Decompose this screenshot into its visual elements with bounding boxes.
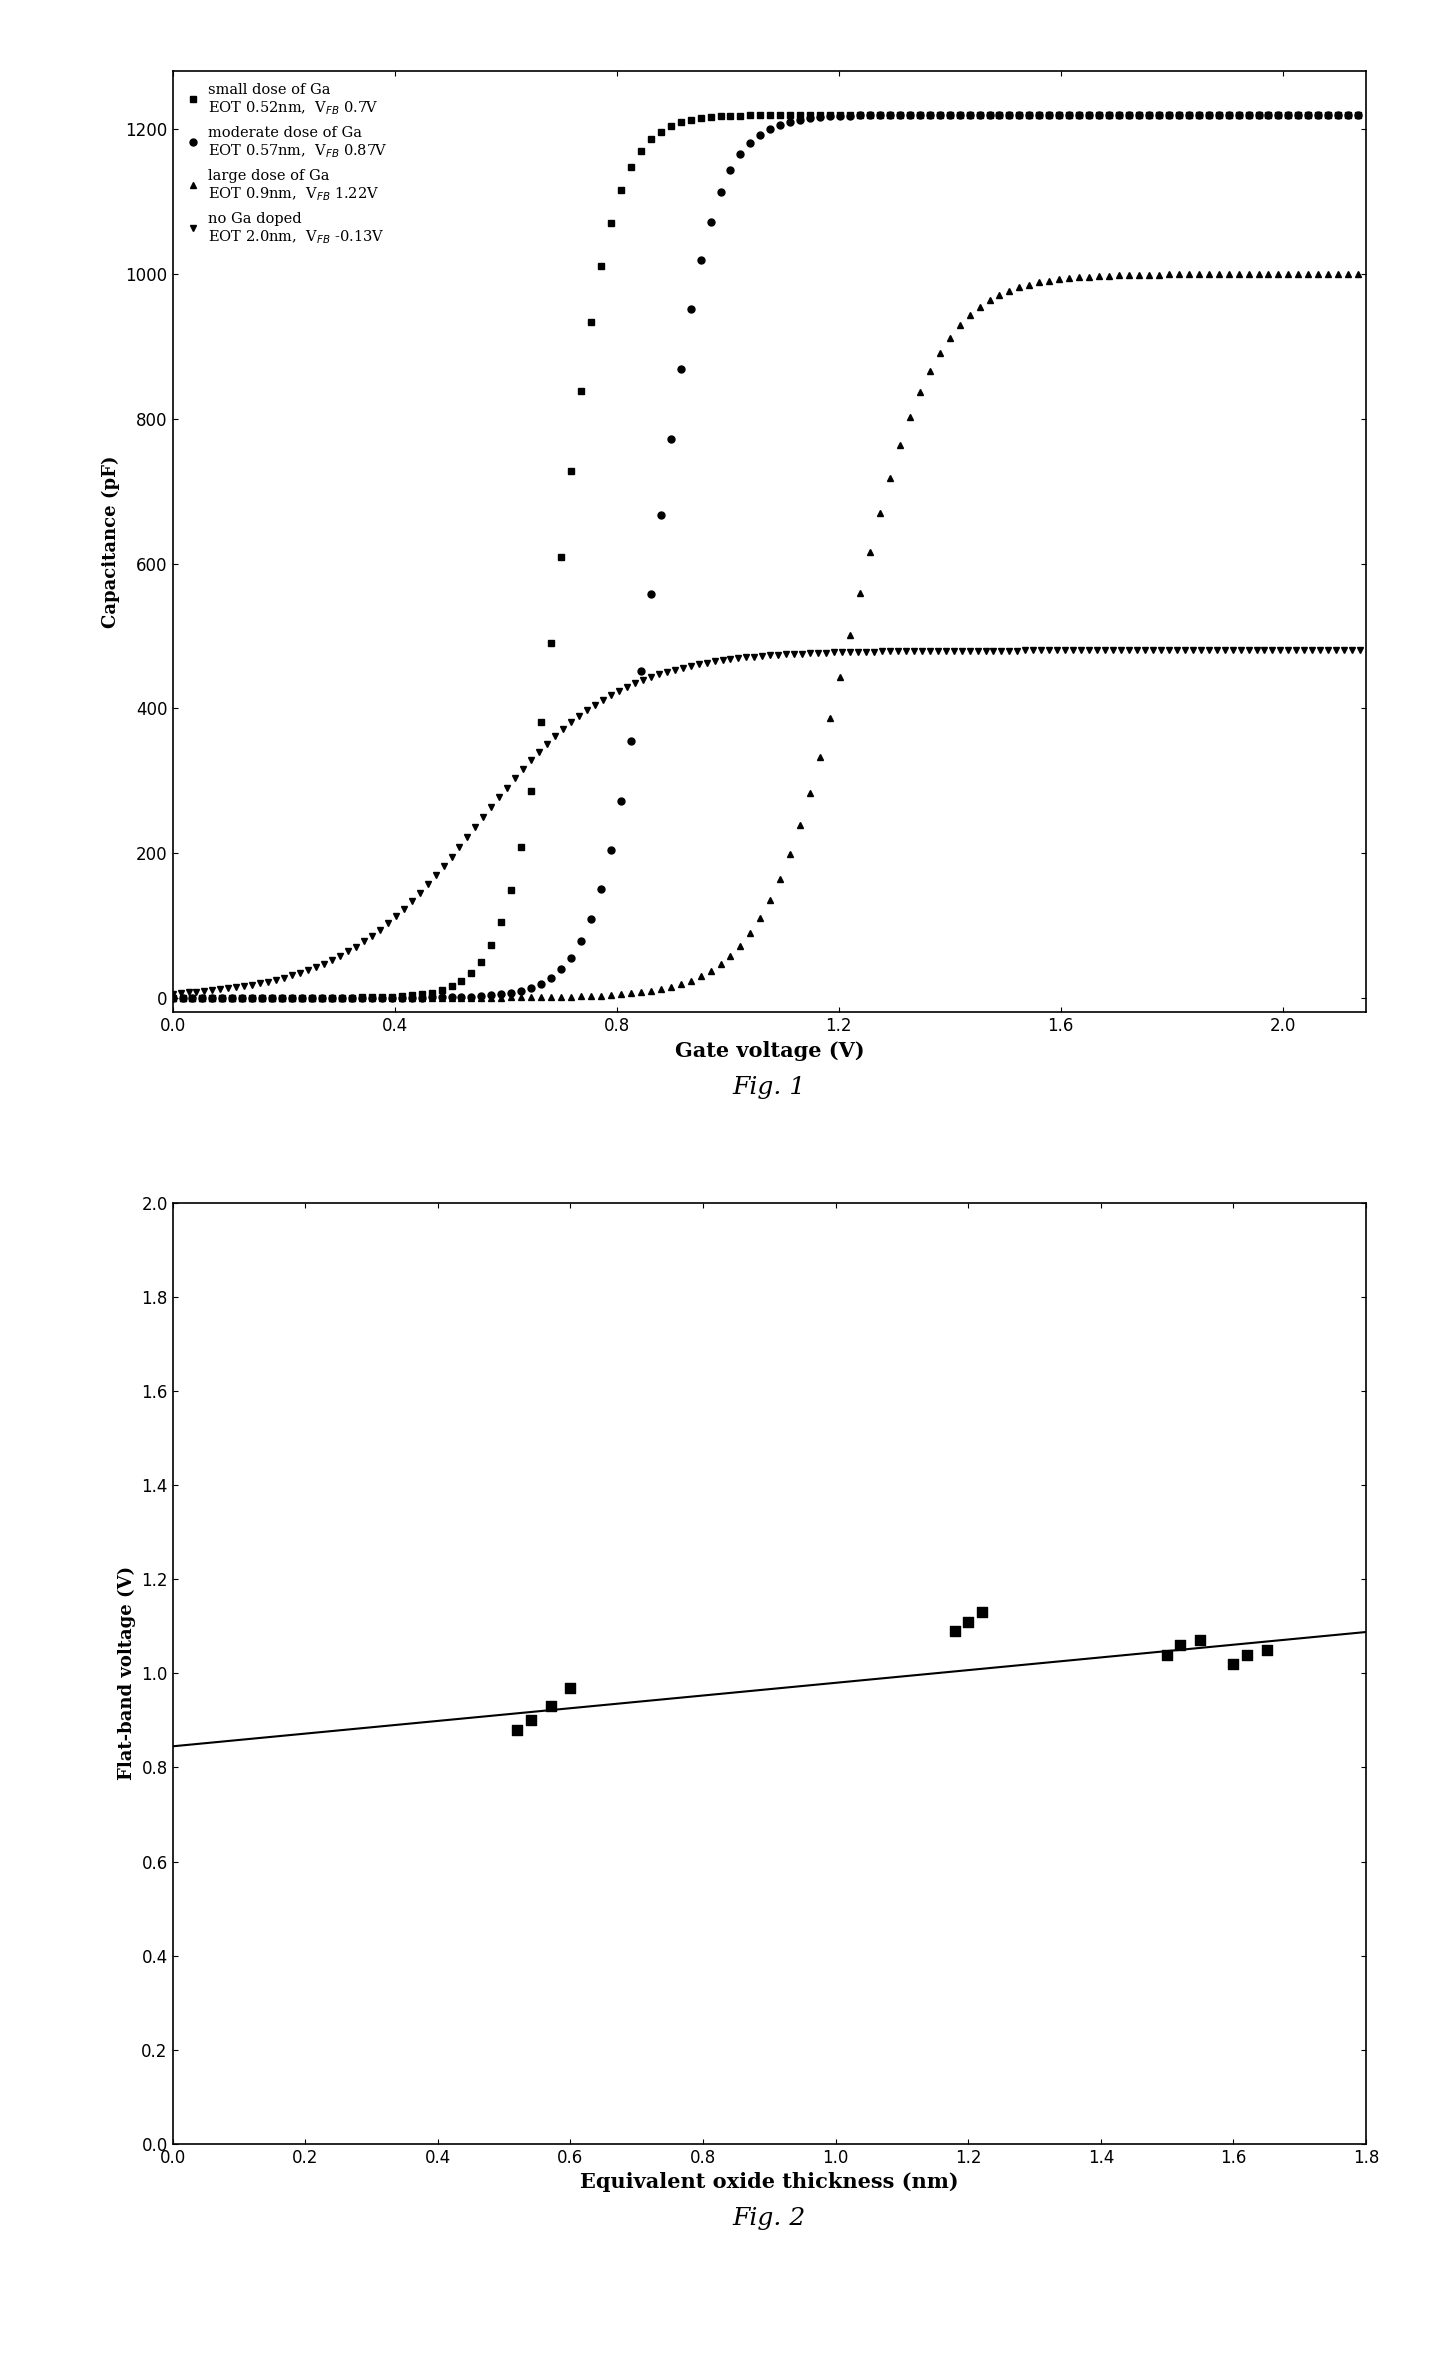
Y-axis label: Capacitance (pF): Capacitance (pF) bbox=[102, 454, 119, 628]
Legend: small dose of Ga
EOT 0.52nm,  V$_{FB}$ 0.7V, moderate dose of Ga
EOT 0.57nm,  V$: small dose of Ga EOT 0.52nm, V$_{FB}$ 0.… bbox=[180, 79, 391, 250]
Point bbox=[1189, 1622, 1212, 1661]
Point bbox=[1235, 1634, 1258, 1672]
Text: Fig. 1: Fig. 1 bbox=[733, 1075, 805, 1099]
Point bbox=[956, 1603, 979, 1642]
Point bbox=[971, 1594, 994, 1632]
Point bbox=[559, 1668, 582, 1706]
Point bbox=[519, 1701, 542, 1739]
Point bbox=[506, 1711, 529, 1749]
Point bbox=[1169, 1627, 1192, 1665]
Point bbox=[1222, 1644, 1245, 1682]
Point bbox=[1255, 1632, 1278, 1670]
X-axis label: Gate voltage (V): Gate voltage (V) bbox=[674, 1040, 864, 1061]
Text: Fig. 2: Fig. 2 bbox=[733, 2208, 805, 2229]
X-axis label: Equivalent oxide thickness (nm): Equivalent oxide thickness (nm) bbox=[580, 2172, 959, 2193]
Point bbox=[943, 1613, 966, 1651]
Y-axis label: Flat-band voltage (V): Flat-band voltage (V) bbox=[118, 1565, 135, 1779]
Point bbox=[1156, 1634, 1179, 1672]
Point bbox=[539, 1687, 562, 1725]
